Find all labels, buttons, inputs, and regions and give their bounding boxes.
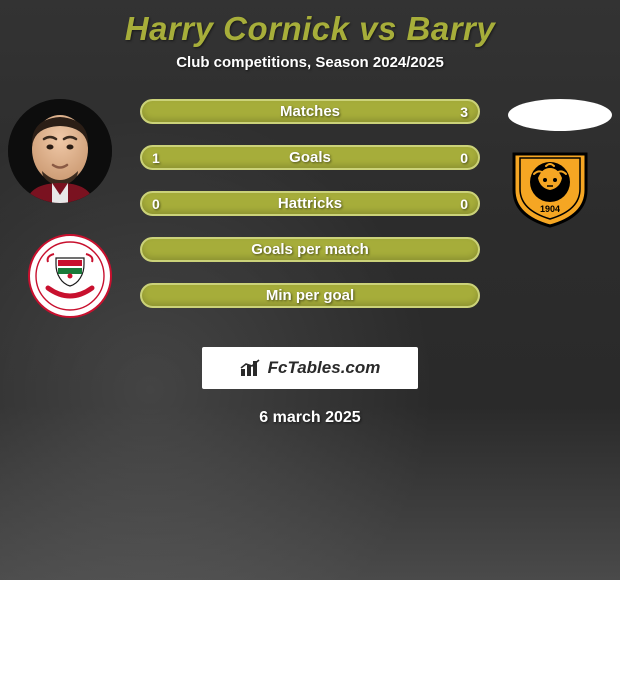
- bristol-city-badge-icon: [28, 234, 112, 318]
- stat-value-right: 0: [460, 193, 468, 214]
- comparison-arena: 1904 Matches 3 1 Goals 0 0 Hattricks 0: [0, 99, 620, 339]
- stat-row-goals-per-match: Goals per match: [140, 237, 480, 262]
- stat-value-left: 1: [152, 147, 160, 168]
- club-badge-right: 1904: [508, 144, 592, 228]
- watermark: FcTables.com: [202, 347, 418, 389]
- stat-label: Matches: [280, 103, 340, 120]
- stat-label: Hattricks: [278, 195, 342, 212]
- stat-label: Goals per match: [251, 241, 369, 258]
- stat-label: Goals: [289, 149, 331, 166]
- watermark-text: FcTables.com: [268, 358, 381, 378]
- page-title: Harry Cornick vs Barry: [0, 10, 620, 48]
- stat-row-hattricks: 0 Hattricks 0: [140, 191, 480, 216]
- stat-row-goals: 1 Goals 0: [140, 145, 480, 170]
- badge-year: 1904: [540, 204, 560, 214]
- stat-bars: Matches 3 1 Goals 0 0 Hattricks 0 Goals …: [140, 99, 480, 329]
- date: 6 march 2025: [0, 409, 620, 427]
- subtitle: Club competitions, Season 2024/2025: [0, 54, 620, 71]
- bars-icon: [240, 359, 262, 377]
- stat-row-matches: Matches 3: [140, 99, 480, 124]
- stat-value-right: 0: [460, 147, 468, 168]
- stat-row-min-per-goal: Min per goal: [140, 283, 480, 308]
- player-right-photo: [508, 99, 612, 131]
- player-left-photo: [8, 99, 112, 203]
- avatar-left-icon: [8, 99, 112, 203]
- club-badge-left: [28, 234, 112, 318]
- stat-value-left: 0: [152, 193, 160, 214]
- stat-value-right: 3: [460, 101, 468, 122]
- stat-label: Min per goal: [266, 287, 354, 304]
- hull-city-badge-icon: 1904: [508, 144, 592, 228]
